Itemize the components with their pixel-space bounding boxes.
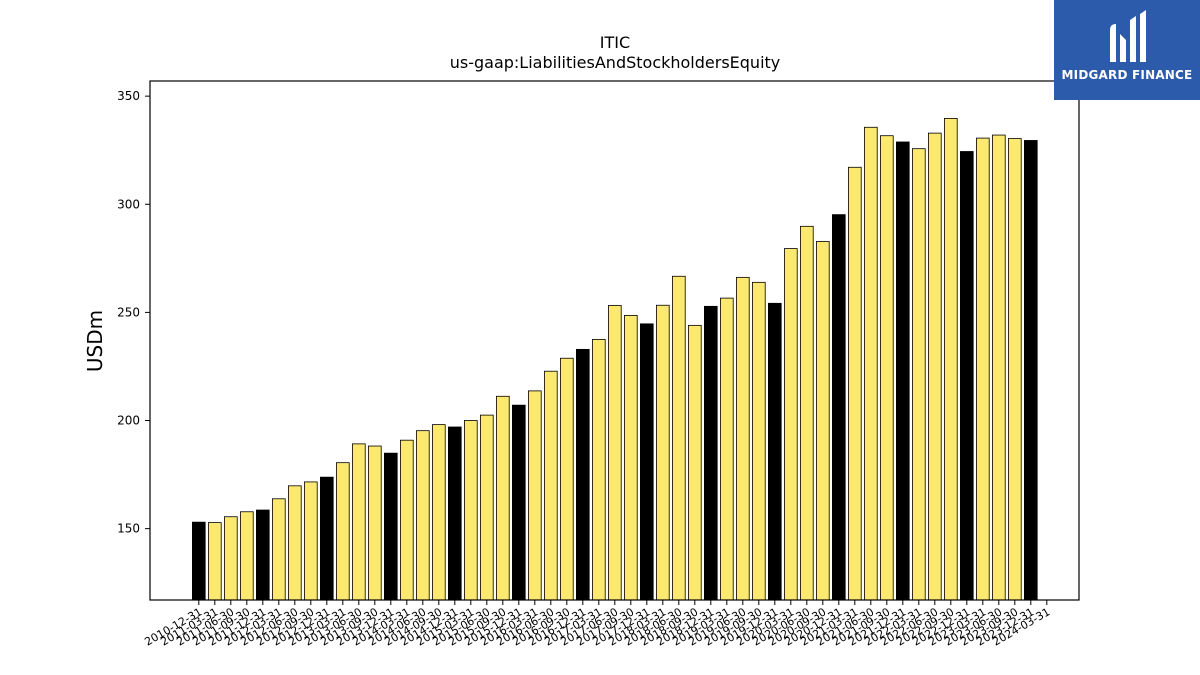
bar	[576, 348, 590, 601]
bar	[223, 516, 238, 601]
bar	[447, 426, 462, 601]
bar	[495, 395, 510, 601]
y-tick-label: 150	[117, 522, 140, 536]
bar	[463, 420, 478, 601]
bar	[704, 305, 718, 601]
bar	[303, 481, 318, 601]
bar	[848, 166, 862, 601]
bar	[271, 498, 286, 601]
bar	[752, 281, 766, 601]
bar	[720, 297, 734, 601]
bar	[976, 137, 990, 601]
bar	[608, 305, 622, 601]
bar	[864, 126, 878, 601]
bar	[1024, 140, 1038, 601]
bar	[207, 522, 222, 601]
bar	[688, 324, 702, 601]
bar	[351, 443, 366, 601]
bar	[383, 452, 398, 601]
y-tick-label: 300	[117, 197, 140, 211]
bar	[672, 275, 686, 601]
bar	[896, 141, 910, 601]
bar	[367, 445, 382, 601]
bar	[479, 414, 494, 601]
logo-text: MIDGARD FINANCE	[1061, 68, 1193, 82]
bar	[560, 357, 574, 601]
bar	[544, 370, 558, 601]
bar	[768, 302, 782, 601]
bar	[528, 390, 542, 601]
y-tick-label: 350	[117, 89, 140, 103]
bar	[335, 462, 350, 601]
chart-title: ITIC	[600, 33, 630, 52]
bar	[816, 241, 830, 601]
bar	[624, 315, 638, 601]
bar	[1008, 138, 1022, 601]
y-tick-label: 250	[117, 305, 140, 319]
bar	[319, 476, 334, 601]
bar	[944, 118, 958, 601]
bar	[784, 248, 798, 601]
bar	[880, 135, 894, 601]
y-axis: 150 200 250 300 350	[117, 89, 150, 536]
bar	[832, 214, 846, 601]
bar	[992, 134, 1006, 601]
y-tick-label: 200	[117, 414, 140, 428]
bar	[512, 404, 526, 601]
bar	[239, 511, 254, 601]
bar	[656, 304, 670, 601]
bar	[287, 485, 302, 601]
bar	[415, 430, 430, 601]
bar	[640, 323, 654, 601]
x-axis: 2010-12-312011-03-312011-06-302011-09-30…	[142, 600, 1052, 649]
bar	[736, 276, 750, 601]
bar	[592, 339, 606, 601]
bar	[399, 439, 414, 601]
chart-subtitle: us-gaap:LiabilitiesAndStockholdersEquity	[450, 53, 781, 72]
bars-group	[191, 118, 1038, 601]
bar	[191, 521, 206, 601]
bar	[431, 424, 446, 601]
bar	[912, 148, 926, 601]
y-axis-label: USDm	[83, 310, 107, 372]
bar	[255, 509, 270, 601]
plot-frame	[149, 80, 1080, 601]
bar	[960, 151, 974, 601]
midgard-finance-logo: MIDGARD FINANCE	[1054, 0, 1200, 100]
logo-mark-icon	[1110, 10, 1146, 62]
bar	[928, 132, 942, 601]
bar	[800, 225, 814, 601]
